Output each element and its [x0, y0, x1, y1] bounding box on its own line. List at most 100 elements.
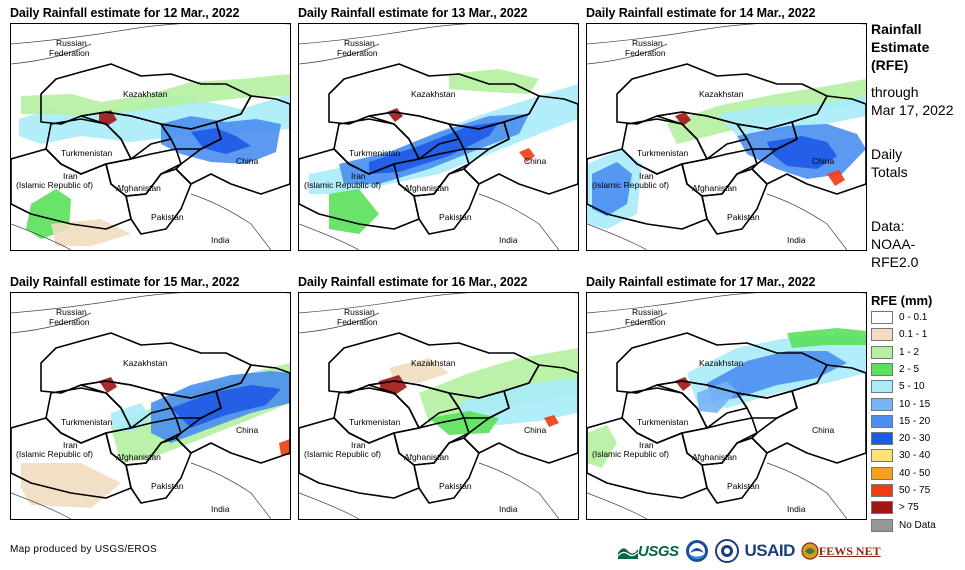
country-label: Russian [632, 307, 663, 317]
legend-swatch [871, 414, 893, 428]
legend-label: > 75 [899, 502, 919, 514]
country-label: Russian [56, 38, 87, 48]
country-label: Kazakhstan [411, 89, 456, 99]
country-label: Pakistan [151, 481, 184, 491]
country-label: Iran [351, 440, 366, 450]
side-through-line1: through [871, 84, 919, 100]
panel-title: Daily Rainfall estimate for 16 Mar., 202… [298, 275, 528, 289]
rainfall-area [429, 411, 499, 435]
country-label: Federation [625, 48, 666, 58]
rainfall-area [675, 112, 691, 126]
panel-title: Daily Rainfall estimate for 15 Mar., 202… [10, 275, 240, 289]
country-border [175, 364, 290, 464]
legend-swatch [871, 501, 893, 515]
minor-border-line [587, 312, 668, 334]
country-border [587, 148, 708, 230]
agency-logos: USGS USAID FEWS NET [618, 538, 881, 564]
side-totals: Daily Totals [871, 145, 908, 181]
side-totals-line1: Daily [871, 146, 903, 162]
country-border [621, 387, 708, 444]
country-label: Pakistan [439, 481, 472, 491]
minor-border-line [478, 462, 560, 519]
rainfall-map-panel: Daily Rainfall estimate for 16 Mar., 202… [298, 275, 588, 537]
fewsnet-globe-icon [801, 542, 819, 560]
rainfall-area [191, 128, 251, 154]
minor-border-line [299, 43, 380, 65]
side-data-line3: RFE2.0 [871, 254, 919, 270]
side-heading: Rainfall Estimate (RFE) [871, 20, 929, 74]
legend-swatch [871, 466, 893, 480]
legend-item: 40 - 50 [871, 465, 930, 482]
usgs-wave-icon [618, 548, 638, 559]
legend-label: 15 - 20 [899, 415, 931, 427]
minor-border-line [190, 462, 272, 519]
country-border [656, 111, 748, 160]
country-label: Kazakhstan [123, 89, 168, 99]
legend-item: 1 - 2 [871, 344, 919, 361]
minor-border-line [11, 43, 92, 65]
country-border [368, 111, 460, 160]
rainfall-map-panel: Daily Rainfall estimate for 17 Mar., 202… [586, 275, 876, 537]
minor-border-line [587, 492, 648, 519]
legend-label: 0.1 - 1 [899, 329, 928, 341]
side-heading-line2: Estimate [871, 39, 930, 55]
rainfall-area [449, 69, 539, 94]
minor-border-line [766, 462, 848, 519]
usgs-logo: USGS [618, 543, 679, 560]
country-border [587, 417, 708, 499]
legend-item: No Data [871, 517, 936, 534]
rainfall-area [717, 96, 866, 136]
side-heading-line3: (RFE) [871, 57, 909, 73]
country-border [656, 380, 748, 429]
minor-border-line [587, 223, 648, 250]
country-label: (Islamic Republic of) [304, 449, 381, 459]
country-label: India [211, 504, 230, 514]
legend-label: 20 - 30 [899, 433, 931, 445]
legend-label: 1 - 2 [899, 346, 920, 358]
country-label: Iran [351, 171, 366, 181]
country-label: (Islamic Republic of) [304, 180, 381, 190]
side-heading-line1: Rainfall [871, 21, 922, 37]
country-label: India [787, 235, 806, 245]
country-label: Afghanistan [692, 183, 737, 193]
country-label: Russian [632, 38, 663, 48]
country-border [175, 95, 290, 195]
legend-item: 20 - 30 [871, 430, 930, 447]
rainfall-area [697, 381, 737, 413]
panel-title: Daily Rainfall estimate for 17 Mar., 202… [586, 275, 816, 289]
country-label: China [524, 156, 546, 166]
minor-border-line [299, 492, 360, 519]
minor-border-line [11, 293, 290, 314]
country-border [463, 364, 578, 464]
country-label: Kazakhstan [699, 358, 744, 368]
country-label: Russian [56, 307, 87, 317]
rainfall-area [827, 170, 845, 186]
country-label: Afghanistan [692, 452, 737, 462]
country-label: India [787, 504, 806, 514]
country-border [368, 380, 460, 429]
country-border [413, 168, 480, 235]
rainfall-area [21, 463, 121, 508]
legend-item: 15 - 20 [871, 413, 930, 430]
country-border [299, 417, 420, 499]
country-label: Pakistan [439, 212, 472, 222]
side-through: through Mar 17, 2022 [871, 83, 954, 119]
panel-title: Daily Rainfall estimate for 14 Mar., 202… [586, 6, 816, 20]
rainfall-map: Russian Federation Kazakhstan Turkmenistan I… [10, 292, 291, 520]
rainfall-area [592, 162, 632, 216]
rainfall-area [544, 415, 559, 427]
country-label: Afghanistan [116, 452, 161, 462]
rainfall-area [51, 219, 131, 246]
legend-swatch [871, 397, 893, 411]
country-label: (Islamic Republic of) [592, 449, 669, 459]
minor-border-line [587, 293, 866, 314]
side-data-source: Data: NOAA- RFE2.0 [871, 217, 918, 271]
rainfall-map-panel: Daily Rainfall estimate for 15 Mar., 202… [10, 275, 300, 537]
country-label: Turkmenistan [349, 417, 400, 427]
country-label: Federation [49, 48, 90, 58]
rainfall-map-panel: Daily Rainfall estimate for 14 Mar., 202… [586, 6, 876, 268]
rainfall-area [587, 425, 617, 468]
rainfall-area [99, 110, 117, 126]
